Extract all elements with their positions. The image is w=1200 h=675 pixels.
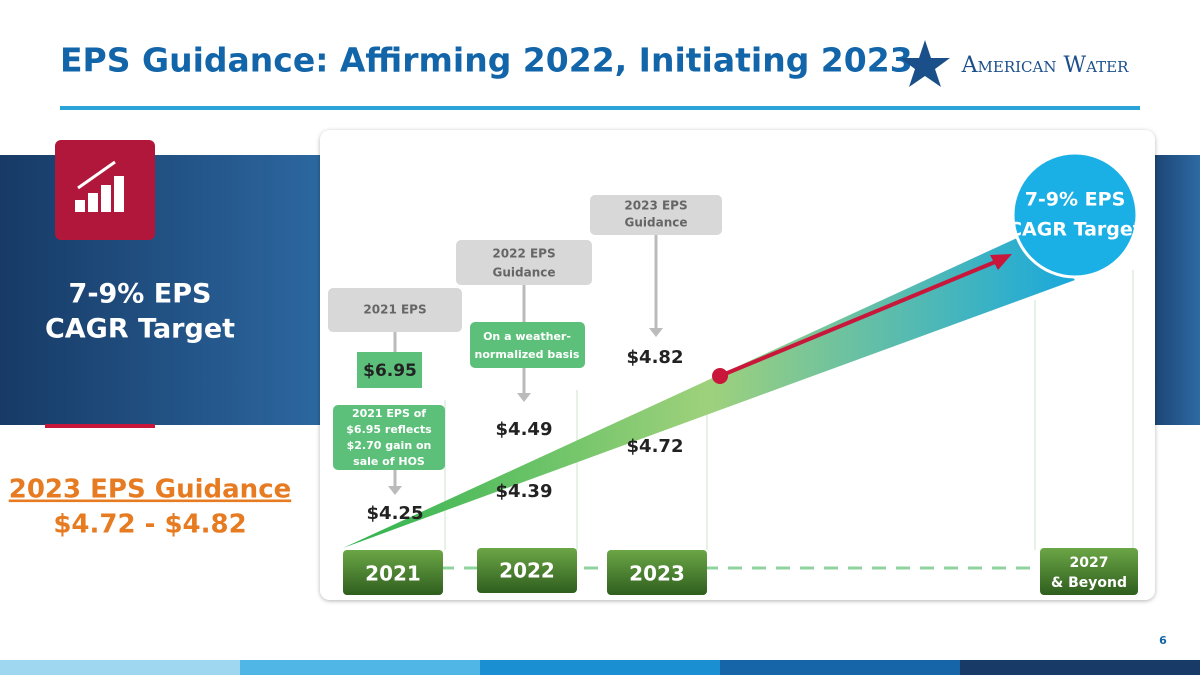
footer-stripe <box>0 660 1200 675</box>
sidebar-target: 7-9% EPS <box>69 279 212 310</box>
page-number: 6 <box>1159 634 1167 647</box>
year-label: 2022 <box>499 559 555 583</box>
guidance-title: 2023 EPS Guidance <box>9 475 291 505</box>
target-text: CAGR Target <box>1008 219 1142 241</box>
note-box <box>470 322 585 368</box>
note-text: 2021 EPS of <box>352 407 426 420</box>
value-box <box>357 352 422 388</box>
values: $4.25 $4.49 $4.39 $4.82 $4.72 <box>367 347 684 524</box>
note-text: $6.95 reflects <box>346 423 432 436</box>
badge-icon <box>75 160 124 212</box>
value: $4.25 <box>367 503 424 524</box>
note-text: normalized basis <box>475 348 580 361</box>
year-label: 2021 <box>365 562 421 586</box>
callout-text: Guidance <box>493 266 556 280</box>
connector-heads <box>388 328 663 495</box>
sidebar-rule <box>45 424 155 428</box>
target-circle <box>1011 151 1139 279</box>
value: $4.39 <box>496 481 553 502</box>
note-text: $2.70 gain on <box>347 439 432 452</box>
callout-text: 2021 EPS <box>363 303 426 317</box>
arrow <box>719 260 996 378</box>
year-box <box>607 550 707 595</box>
growth-wedge <box>343 232 1075 548</box>
year-label: 2023 <box>629 562 685 586</box>
year-box <box>477 548 577 593</box>
connectors <box>393 235 658 488</box>
arrow-head <box>990 254 1012 270</box>
title: EPS Guidance: Affirming 2022, Initiating… <box>60 41 913 80</box>
year-box <box>343 550 443 595</box>
callout-text: 2022 EPS <box>492 247 555 261</box>
value: $4.82 <box>627 347 684 368</box>
value-text: $6.95 <box>363 361 417 381</box>
callout-text: 2023 EPS <box>624 199 687 213</box>
note-text: On a weather- <box>483 330 571 343</box>
value: $4.72 <box>627 436 684 457</box>
year-label: & Beyond <box>1051 575 1127 591</box>
note-box <box>333 405 445 470</box>
sidebar-target: CAGR Target <box>45 314 235 345</box>
year-label: 2027 <box>1070 555 1109 571</box>
callout <box>456 240 592 285</box>
logo-star <box>900 40 950 87</box>
year-box <box>1040 548 1138 595</box>
guidance-range: $4.72 - $4.82 <box>53 510 246 540</box>
callout-text: Guidance <box>625 216 688 230</box>
callout <box>590 195 722 235</box>
note-text: sale of HOS <box>353 455 425 468</box>
callout <box>328 288 462 332</box>
logo-text: American Water <box>961 53 1129 78</box>
title-rule <box>60 106 1140 110</box>
guide-lines <box>444 270 1134 550</box>
value: $4.49 <box>496 419 553 440</box>
target-text: 7-9% EPS <box>1025 189 1126 211</box>
arrow-dot <box>712 368 728 384</box>
